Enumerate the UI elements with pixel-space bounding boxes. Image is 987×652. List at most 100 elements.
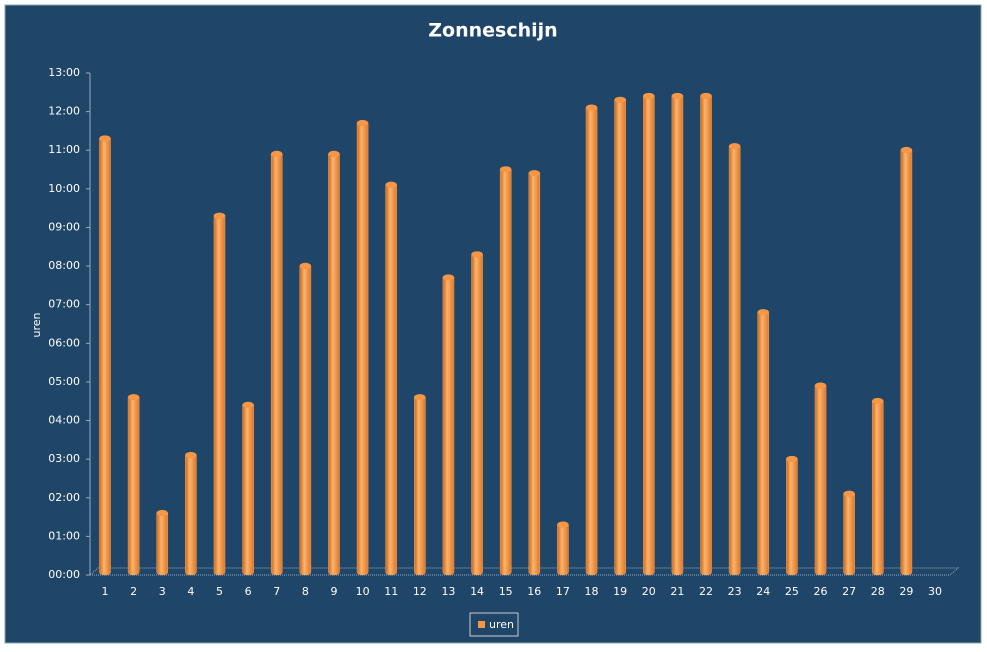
x-tick-label: 28 <box>871 585 885 598</box>
y-axis-label: uren <box>30 312 43 337</box>
bar <box>528 170 541 576</box>
bar <box>299 262 312 576</box>
x-tick-label: 26 <box>814 585 828 598</box>
x-tick-label: 18 <box>585 585 599 598</box>
x-tick-label: 14 <box>470 585 484 598</box>
x-tick-label: 30 <box>928 585 942 598</box>
x-tick-label: 1 <box>102 585 109 598</box>
bar <box>499 166 512 576</box>
x-tick-label: 15 <box>499 585 513 598</box>
bar <box>585 104 598 576</box>
bar <box>757 309 770 576</box>
x-tick-label: 21 <box>670 585 684 598</box>
x-tick-label: 16 <box>527 585 541 598</box>
chart-title: Zonneschijn <box>428 20 557 42</box>
legend: uren <box>469 612 519 637</box>
bar-top <box>815 382 827 389</box>
y-tick-label: 05:00 <box>48 375 80 388</box>
bar <box>242 401 254 576</box>
bar-top <box>242 402 254 409</box>
x-tick-label: 23 <box>728 585 742 598</box>
bar <box>814 382 827 576</box>
bar <box>471 251 483 576</box>
bar <box>385 181 398 576</box>
bar <box>270 150 283 576</box>
x-tick-label: 19 <box>613 585 627 598</box>
floor <box>88 567 960 576</box>
bar <box>700 92 712 576</box>
x-tick-label: 6 <box>245 585 252 598</box>
bar-top <box>700 93 712 100</box>
bar <box>99 135 111 576</box>
bar-top <box>271 151 283 158</box>
bar-top <box>671 93 683 100</box>
x-tick-label: 17 <box>556 585 570 598</box>
bar-top <box>757 309 769 316</box>
x-tick-label: 2 <box>130 585 137 598</box>
y-tick-label: 04:00 <box>48 414 80 427</box>
bar-top <box>843 490 855 497</box>
bar <box>156 509 169 576</box>
bar <box>900 146 913 576</box>
bar-top <box>414 394 426 401</box>
bar-top <box>185 452 197 459</box>
bar-top <box>586 104 598 111</box>
y-tick-label: 08:00 <box>48 259 80 272</box>
bar-top <box>643 93 655 100</box>
y-tick-label: 02:00 <box>48 491 80 504</box>
bar-top <box>128 394 140 401</box>
x-tick-label: 8 <box>302 585 309 598</box>
y-tick-label: 01:00 <box>48 529 80 542</box>
x-tick-label: 25 <box>785 585 799 598</box>
bar <box>185 452 197 576</box>
bar <box>213 212 226 576</box>
y-tick-label: 09:00 <box>48 220 80 233</box>
bar-top <box>786 456 798 463</box>
y-tick-label: 00:00 <box>48 568 80 581</box>
x-tick-label: 13 <box>441 585 455 598</box>
bar-top <box>299 263 311 270</box>
y-tick-label: 10:00 <box>48 182 80 195</box>
bar <box>557 521 569 576</box>
bar-top <box>729 143 741 150</box>
x-tick-label: 5 <box>216 585 223 598</box>
bar <box>614 96 626 576</box>
bar <box>642 92 655 576</box>
x-tick-label: 3 <box>159 585 166 598</box>
chart-bg <box>4 4 982 644</box>
x-tick-label: 24 <box>756 585 770 598</box>
bar-top <box>357 120 369 127</box>
bar-top <box>900 147 912 154</box>
bar-top <box>471 251 483 258</box>
bar <box>442 274 455 576</box>
legend-swatch <box>478 621 485 628</box>
bar-top <box>156 510 168 517</box>
bar <box>127 394 140 576</box>
x-tick-label: 27 <box>842 585 856 598</box>
bar <box>328 150 340 576</box>
y-tick-label: 12:00 <box>48 105 80 118</box>
y-tick-label: 03:00 <box>48 452 80 465</box>
x-tick-label: 22 <box>699 585 713 598</box>
bar-top <box>385 181 397 188</box>
bar-top <box>99 135 111 142</box>
bar <box>356 119 369 576</box>
x-tick-label: 11 <box>384 585 398 598</box>
legend-box <box>469 612 519 637</box>
x-tick-label: 9 <box>330 585 337 598</box>
bar <box>671 92 684 576</box>
x-tick-label: 12 <box>413 585 427 598</box>
y-tick-label: 11:00 <box>48 143 80 156</box>
y-tick-label: 06:00 <box>48 336 80 349</box>
bar-top <box>557 521 569 528</box>
bar <box>843 490 855 576</box>
bar-top <box>442 274 454 281</box>
bar-top <box>528 170 540 177</box>
bar-top <box>213 212 225 219</box>
bar-top <box>328 151 340 158</box>
bar-top <box>872 398 884 405</box>
legend-label: uren <box>489 618 514 631</box>
y-tick-label: 13:00 <box>48 66 80 79</box>
x-tick-label: 4 <box>187 585 194 598</box>
